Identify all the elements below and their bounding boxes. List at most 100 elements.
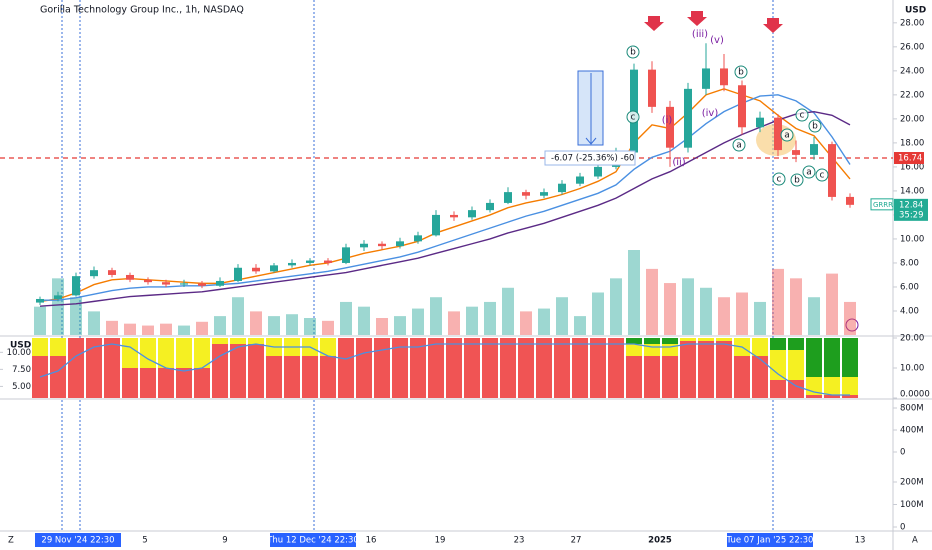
indicator-bar xyxy=(104,338,120,398)
indicator-bar xyxy=(842,338,858,377)
candle-body xyxy=(504,192,512,203)
y-tick-label: 18.00 xyxy=(900,138,924,148)
pane3-tick-label: 0 xyxy=(900,448,905,458)
indicator-left-tick-label: 7.50 xyxy=(12,365,31,375)
indicator-bar xyxy=(50,356,66,398)
indicator-bar xyxy=(662,356,678,398)
down-arrow xyxy=(644,16,664,31)
x-tick-label: 19 xyxy=(435,536,446,546)
candle-body xyxy=(594,166,602,177)
candle-body xyxy=(90,270,98,277)
indicator-bar xyxy=(716,338,732,341)
volume-bar xyxy=(754,301,766,335)
volume-bar xyxy=(106,320,118,335)
indicator-bar xyxy=(698,341,714,398)
indicator-bar xyxy=(86,338,102,398)
candle-body xyxy=(180,283,188,285)
volume-bar xyxy=(844,301,856,335)
candle-body xyxy=(360,243,368,248)
volume-bar xyxy=(394,316,406,335)
volume-bar xyxy=(466,306,478,335)
indicator-bar xyxy=(284,356,300,398)
indicator-bar xyxy=(752,356,768,398)
indicator-bar xyxy=(446,338,462,398)
x-tick-label: Tue 07 Jan '25 22:30 xyxy=(726,536,814,546)
indicator-bar xyxy=(500,338,516,398)
symbol-tag xyxy=(870,198,894,211)
wave-label: (iii) xyxy=(692,29,708,40)
candle-body xyxy=(234,267,242,281)
alert-icon[interactable] xyxy=(845,318,859,332)
volume-bar xyxy=(178,325,190,335)
candle-body xyxy=(702,68,710,89)
indicator-left-tick-label: 5.00 xyxy=(12,382,31,392)
indicator-bar xyxy=(302,356,318,398)
volume-bar xyxy=(358,306,370,335)
indicator-bar xyxy=(158,368,174,398)
indicator-title: USD xyxy=(10,341,31,351)
indicator-tick-label: 20.00 xyxy=(900,334,924,344)
indicator-line xyxy=(39,343,850,396)
wave-circle xyxy=(795,108,809,122)
wave-letter: a xyxy=(736,141,742,151)
wave-label: (ii) xyxy=(672,157,685,168)
wave-letter: b xyxy=(812,122,818,132)
candle-body xyxy=(252,267,260,272)
indicator-bar xyxy=(590,338,606,398)
candle-body xyxy=(558,183,566,193)
candle-body xyxy=(270,265,278,272)
volume-bar xyxy=(304,318,316,335)
indicator-bar xyxy=(770,380,786,398)
indicator-bar xyxy=(518,338,534,398)
wave-circle xyxy=(626,110,640,124)
candle-body xyxy=(468,210,476,218)
volume-bar xyxy=(700,287,712,335)
candle-body xyxy=(720,68,728,86)
corner-label: Z xyxy=(8,536,14,546)
candle-body xyxy=(792,150,800,155)
candle-body xyxy=(738,85,746,128)
wave-letter: b xyxy=(738,68,744,78)
wave-label: (v) xyxy=(710,35,724,46)
indicator-bar xyxy=(680,338,696,341)
indicator-bar xyxy=(68,338,84,398)
candle-body xyxy=(396,241,404,247)
wave-circle xyxy=(790,173,804,187)
x-tick-label: 9 xyxy=(222,536,227,546)
volume-bar xyxy=(340,301,352,335)
level-label: 16.74 xyxy=(898,154,922,164)
pane3-tick-label: 800M xyxy=(900,404,924,414)
indicator-bar xyxy=(194,368,210,398)
x-tick-label: 2025 xyxy=(648,536,672,546)
time-tag xyxy=(727,533,813,547)
indicator-bar xyxy=(752,338,768,356)
volume-bar xyxy=(142,325,154,335)
indicator-bar xyxy=(320,338,336,356)
y-tick-label: 4.00 xyxy=(900,306,919,316)
volume-bar xyxy=(718,297,730,335)
indicator-bar xyxy=(248,344,264,398)
indicator-bar xyxy=(842,395,858,398)
volume-bar xyxy=(268,316,280,335)
indicator-bar xyxy=(734,356,750,398)
indicator-bar xyxy=(608,338,624,398)
down-arrow xyxy=(763,18,783,33)
wave-label: (i) xyxy=(662,115,673,126)
indicator-bar xyxy=(140,338,156,368)
candle-body xyxy=(144,279,152,283)
volume-bar xyxy=(484,301,496,335)
indicator-bar xyxy=(572,338,588,398)
volume-bar xyxy=(808,297,820,335)
indicator-bar xyxy=(230,344,246,398)
indicator-bar xyxy=(788,350,804,380)
indicator-bar xyxy=(122,338,138,368)
indicator-bar xyxy=(50,338,66,356)
candle-body xyxy=(162,282,170,285)
y-tick-label: 14.00 xyxy=(900,186,924,196)
candle-body xyxy=(684,88,692,148)
indicator-bar xyxy=(176,368,192,398)
indicator-bar xyxy=(824,377,840,395)
down-arrow xyxy=(687,11,707,26)
